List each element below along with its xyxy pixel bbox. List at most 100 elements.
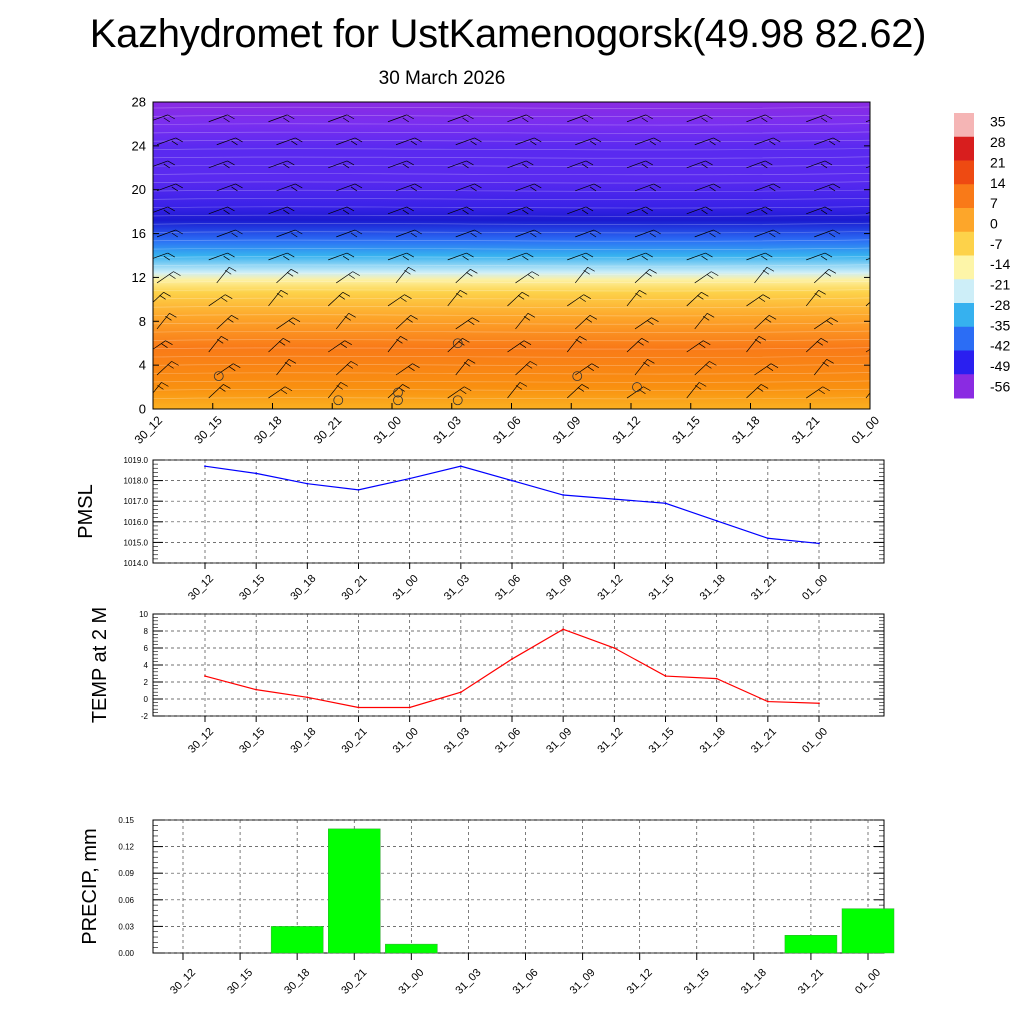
calm-circle: [333, 395, 344, 406]
wind-barb: [387, 336, 401, 353]
wind-barb-flag: [639, 289, 647, 295]
wind-barb-flag: [165, 316, 172, 321]
x-tick-label: 30_12: [132, 413, 166, 447]
contour-line: [153, 330, 870, 333]
wind-barb-flag: [760, 384, 769, 389]
wind-barb-flag: [290, 268, 299, 274]
wind-barb-flag: [169, 312, 177, 318]
wind-barb-flag: [235, 137, 243, 143]
precip-bar: [841, 908, 895, 954]
wind-barb: [447, 114, 467, 123]
wind-barb: [567, 294, 584, 307]
cross-section-panel: 0 4 8 12 16 20 24 28 30_12 30_15 30_18 30_21 31_00 31…: [132, 95, 898, 447]
colorbar-label: 0: [990, 216, 998, 232]
wind-barb: [328, 292, 344, 307]
wind-barb-flag: [346, 206, 355, 212]
wind-barb: [153, 252, 168, 259]
wind-barb-flag: [291, 186, 298, 192]
wind-barb-flag: [287, 160, 295, 166]
wind-barb-flag: [173, 271, 181, 276]
wind-barb-flag: [414, 229, 422, 235]
wind-barb-flag: [585, 160, 594, 166]
wind-barb-flag: [891, 272, 898, 276]
x-tick-label: 31_09: [544, 726, 574, 756]
wind-barb-flag: [818, 289, 826, 295]
wind-barb: [336, 183, 356, 192]
wind-barb-flag: [820, 117, 828, 123]
wind-barb-flag: [761, 163, 768, 169]
wind-barb-flag: [287, 206, 295, 212]
x-tick-label: 31_03: [442, 726, 472, 756]
x-tick-label: 30_21: [339, 967, 369, 997]
wind-barb-flag: [216, 339, 224, 344]
wind-barb-flag: [762, 269, 770, 275]
x-tick-label: 31_06: [490, 413, 524, 447]
wind-barb: [268, 290, 282, 307]
data-point: [562, 628, 565, 631]
wind-barb-flag: [818, 389, 825, 395]
data-point: [766, 537, 769, 540]
x-tick-label: 30_21: [311, 413, 345, 447]
wind-barb: [455, 317, 473, 330]
calm-circle: [213, 371, 224, 382]
wind-barb-flag: [886, 313, 893, 317]
wind-barb-flag: [531, 271, 540, 276]
wind-barb-flag: [470, 268, 478, 274]
wind-barb-flag: [711, 271, 719, 276]
precip-bar: [385, 943, 438, 954]
wind-barb-flag: [283, 209, 290, 215]
precip-panel: 30_12 30_15 30_18 30_21 31_00 31_03 31_06 31_09…: [79, 816, 895, 997]
y-tick-label: 0.09: [118, 869, 134, 878]
wind-barb: [268, 160, 288, 169]
wind-barb-flag: [587, 366, 594, 372]
wind-barb: [626, 114, 646, 123]
wind-barb: [387, 160, 407, 169]
wind-barb-flag: [474, 183, 482, 189]
data-point: [766, 700, 769, 703]
wind-barb-flag: [227, 160, 235, 166]
wind-barb: [447, 386, 465, 399]
y-axis-label: TEMP at 2 M: [89, 607, 111, 723]
wind-barb: [447, 338, 463, 353]
wind-barb: [156, 137, 176, 146]
wind-barb-flag: [280, 289, 289, 295]
wind-barb: [686, 114, 706, 123]
wind-barb-flag: [820, 255, 828, 261]
wind-barb: [216, 137, 236, 146]
wind-barb-flag: [534, 183, 542, 189]
calm-circle: [452, 338, 463, 349]
wind-barb: [507, 252, 527, 261]
wind-barb-flag: [460, 289, 468, 295]
wind-barb: [634, 317, 652, 330]
x-tick-label: 30_18: [251, 413, 285, 447]
data-point: [408, 477, 411, 480]
wind-barb-flag: [167, 364, 174, 369]
wind-barb: [806, 338, 822, 353]
wind-barb: [268, 338, 284, 353]
wind-barb-flag: [583, 269, 590, 275]
wind-barb-flag: [410, 315, 418, 320]
wind-barb-flag: [756, 387, 764, 392]
wind-barb-flag: [231, 140, 238, 146]
wind-barb-flag: [227, 114, 235, 120]
wind-barb: [754, 229, 774, 238]
wind-barb-flag: [284, 386, 293, 392]
contour-line: [153, 156, 870, 159]
contour-line: [153, 131, 870, 134]
wind-barb: [865, 165, 870, 169]
colorbar-swatch: [954, 350, 974, 375]
wind-barb-flag: [292, 317, 301, 322]
wind-barb: [686, 160, 706, 169]
calm-circle: [452, 395, 463, 406]
wind-barb: [865, 212, 870, 215]
wind-barb-flag: [400, 336, 408, 341]
wind-barb-flag: [889, 361, 896, 365]
data-point: [818, 702, 820, 705]
wind-barb-flag: [769, 140, 776, 146]
calm-circle: [572, 371, 583, 382]
wind-barb: [328, 340, 345, 353]
wind-barb: [276, 137, 296, 146]
y-tick-label: 0: [139, 402, 146, 417]
wind-barb: [395, 137, 415, 146]
wind-barb: [694, 271, 712, 284]
